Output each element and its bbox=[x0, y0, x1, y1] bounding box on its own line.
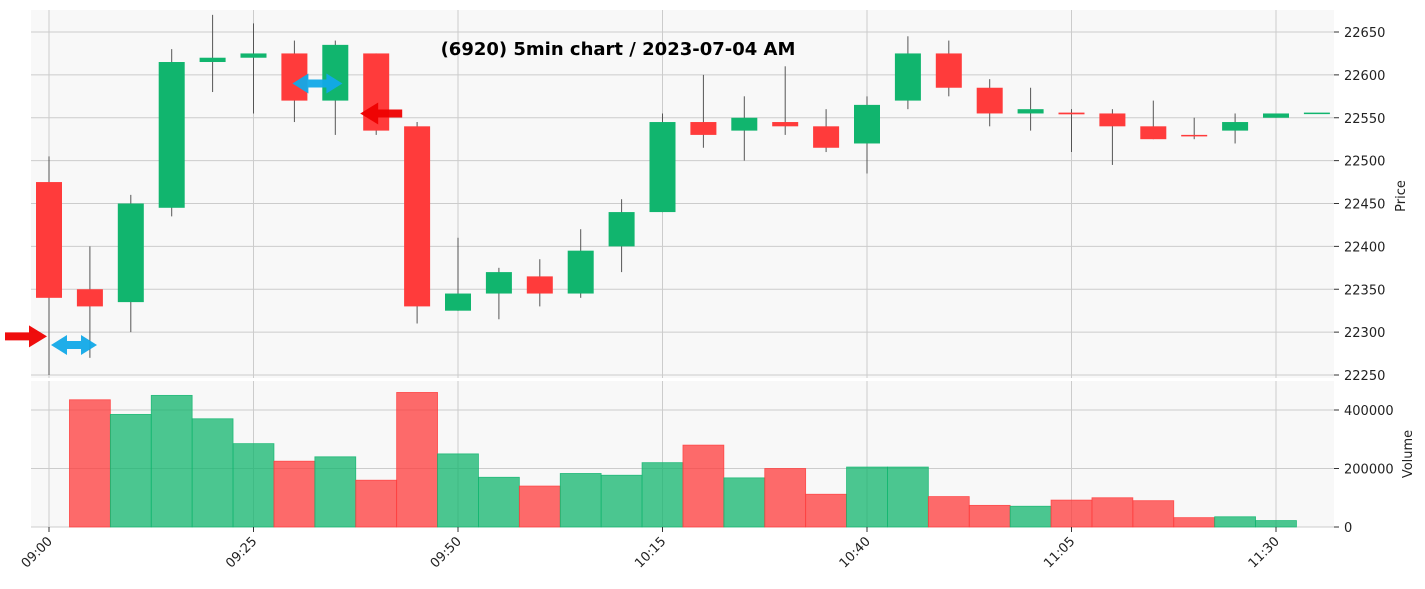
volume-bar bbox=[314, 456, 357, 528]
candle-body bbox=[1058, 112, 1085, 115]
time-tick-label: 09:00 bbox=[19, 534, 56, 571]
buy-marker-double-arrow bbox=[51, 334, 97, 355]
volume-tick-label: 400000 bbox=[1344, 404, 1394, 419]
volume-axis-label: Volume bbox=[1401, 430, 1416, 478]
volume-bar bbox=[682, 444, 725, 528]
volume-bar bbox=[846, 466, 888, 528]
volume-bar bbox=[1132, 500, 1175, 528]
candle-body bbox=[485, 272, 512, 294]
volume-tick-label: 0 bbox=[1344, 521, 1352, 536]
candle-body bbox=[1017, 109, 1044, 114]
volume-bar bbox=[1091, 497, 1134, 528]
volume-bar bbox=[1009, 505, 1052, 528]
volume-bar bbox=[927, 496, 970, 528]
time-tick-label: 09:25 bbox=[223, 534, 260, 571]
volume-bar bbox=[1214, 516, 1256, 528]
sell-marker-right-arrow bbox=[5, 325, 47, 348]
candle-body bbox=[526, 276, 553, 294]
time-tick-label: 10:15 bbox=[632, 534, 669, 571]
candle-body bbox=[935, 53, 962, 88]
price-tick-label: 22400 bbox=[1344, 240, 1385, 255]
volume-bar bbox=[232, 443, 275, 528]
candle-body bbox=[567, 250, 594, 294]
candle-body bbox=[690, 122, 717, 135]
sell-marker-left-arrow bbox=[360, 102, 403, 125]
volume-bar bbox=[559, 473, 602, 528]
volume-bar bbox=[723, 477, 766, 528]
candle-body bbox=[976, 87, 1003, 114]
time-tick-label: 09:50 bbox=[428, 534, 465, 571]
volume-bar bbox=[1050, 499, 1093, 528]
candle-body bbox=[813, 126, 840, 148]
volume-bar bbox=[109, 413, 152, 528]
candle-body bbox=[1303, 112, 1330, 115]
chart-title: (6920) 5min chart / 2023-07-04 AM bbox=[441, 39, 796, 60]
volume-bar bbox=[150, 394, 193, 528]
volume-bar bbox=[69, 399, 111, 528]
candle-body bbox=[76, 289, 103, 307]
candle-body bbox=[36, 182, 62, 298]
price-tick-label: 22650 bbox=[1344, 26, 1385, 41]
price-axis-label: Price bbox=[1394, 180, 1409, 212]
candle-body bbox=[894, 53, 921, 101]
volume-bar bbox=[600, 474, 643, 528]
candle-body bbox=[404, 126, 431, 307]
candle-body bbox=[158, 62, 185, 208]
candles bbox=[36, 14, 1330, 375]
buy-marker-double-arrow bbox=[292, 73, 343, 94]
volume-bar bbox=[968, 504, 1011, 528]
price-tick-label: 22350 bbox=[1344, 283, 1385, 298]
volume-bar bbox=[355, 479, 398, 528]
candle-body bbox=[1140, 126, 1167, 140]
candle-body bbox=[322, 44, 349, 101]
volume-bar bbox=[1255, 520, 1297, 528]
price-tick-label: 22250 bbox=[1344, 369, 1385, 384]
candle-body bbox=[117, 203, 144, 303]
candle-body bbox=[649, 122, 676, 213]
price-panel-background bbox=[31, 10, 1334, 378]
volume-bar bbox=[478, 476, 520, 528]
price-tick-label: 22300 bbox=[1344, 326, 1385, 341]
volume-bars bbox=[69, 392, 1297, 528]
candle-body bbox=[1222, 122, 1249, 131]
volume-tick-label: 200000 bbox=[1344, 463, 1394, 478]
candle-body bbox=[731, 117, 758, 131]
time-tick-label: 11:30 bbox=[1246, 534, 1283, 571]
volume-bar bbox=[437, 453, 479, 528]
volume-bar bbox=[191, 418, 234, 528]
price-tick-label: 22450 bbox=[1344, 198, 1385, 213]
candle-body bbox=[854, 104, 880, 144]
candle-body bbox=[772, 122, 799, 127]
time-tick-label: 10:40 bbox=[837, 534, 874, 571]
candle-body bbox=[608, 212, 635, 247]
volume-bar bbox=[518, 485, 561, 528]
volume-bar bbox=[764, 468, 807, 528]
volume-bar bbox=[641, 462, 684, 528]
candle-body bbox=[445, 293, 471, 311]
time-tick-label: 11:05 bbox=[1041, 534, 1078, 571]
trade-markers bbox=[5, 73, 403, 355]
volume-bar bbox=[396, 392, 438, 528]
price-tick-label: 22500 bbox=[1344, 155, 1385, 170]
candle-body bbox=[199, 57, 226, 63]
candle-body bbox=[1181, 134, 1208, 137]
candle-body bbox=[240, 53, 267, 58]
volume-bar bbox=[273, 460, 316, 528]
volume-bar bbox=[805, 493, 847, 528]
price-tick-label: 22550 bbox=[1344, 112, 1385, 127]
price-tick-label: 22600 bbox=[1344, 69, 1385, 84]
candle-body bbox=[1099, 113, 1126, 127]
volume-bar bbox=[1173, 517, 1216, 528]
volume-bar bbox=[887, 466, 929, 528]
candle-body bbox=[1263, 113, 1289, 118]
